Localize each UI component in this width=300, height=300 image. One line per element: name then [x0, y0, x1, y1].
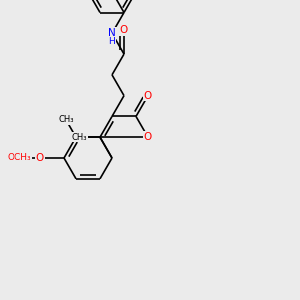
Text: N: N	[108, 28, 116, 38]
Text: O: O	[144, 132, 152, 142]
Text: O: O	[144, 91, 152, 100]
Text: CH₃: CH₃	[72, 133, 87, 142]
Text: H: H	[109, 37, 116, 46]
Text: O: O	[120, 25, 128, 35]
Text: CH₃: CH₃	[58, 115, 74, 124]
Text: OCH₃: OCH₃	[8, 154, 32, 163]
Text: O: O	[36, 153, 44, 163]
